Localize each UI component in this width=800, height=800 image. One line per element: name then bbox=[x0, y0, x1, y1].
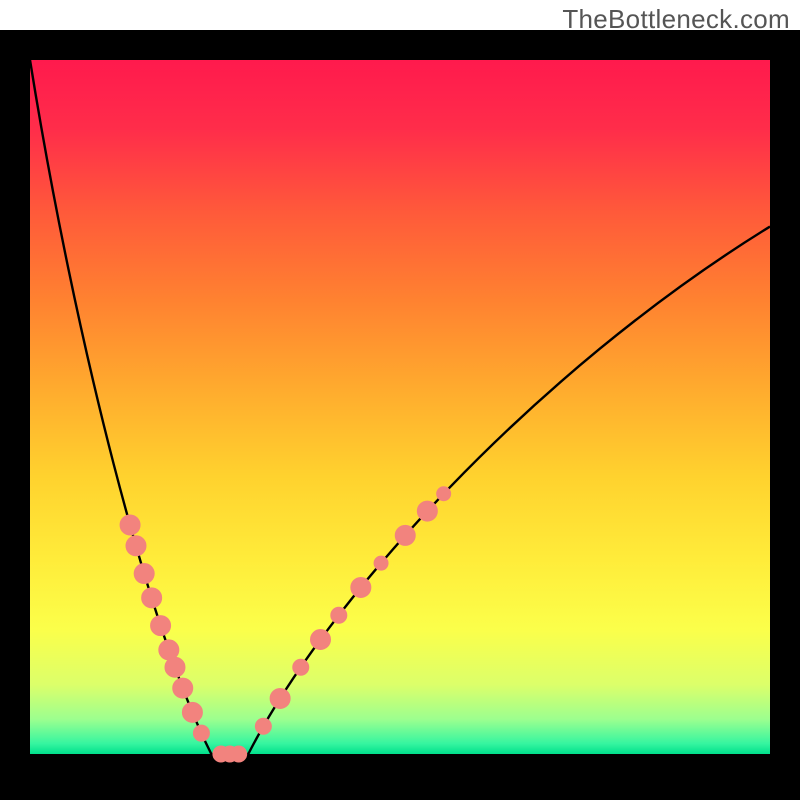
data-point bbox=[437, 487, 451, 501]
data-point bbox=[255, 718, 271, 734]
chart-root: TheBottleneck.com bbox=[0, 0, 800, 800]
data-point bbox=[417, 501, 437, 521]
data-point bbox=[331, 607, 347, 623]
data-point bbox=[165, 657, 185, 677]
data-point bbox=[120, 515, 140, 535]
watermark-text: TheBottleneck.com bbox=[562, 4, 790, 35]
data-point bbox=[173, 678, 193, 698]
data-point bbox=[351, 577, 371, 597]
data-point bbox=[395, 525, 415, 545]
data-point bbox=[151, 616, 171, 636]
data-point bbox=[182, 702, 202, 722]
data-point bbox=[142, 588, 162, 608]
data-point bbox=[231, 746, 247, 762]
data-point bbox=[126, 536, 146, 556]
data-point bbox=[270, 688, 290, 708]
data-point bbox=[311, 629, 331, 649]
data-point bbox=[293, 659, 309, 675]
plot-background bbox=[30, 60, 770, 754]
data-point bbox=[374, 556, 388, 570]
data-point bbox=[134, 564, 154, 584]
bottleneck-chart bbox=[0, 0, 800, 800]
data-point bbox=[193, 725, 209, 741]
